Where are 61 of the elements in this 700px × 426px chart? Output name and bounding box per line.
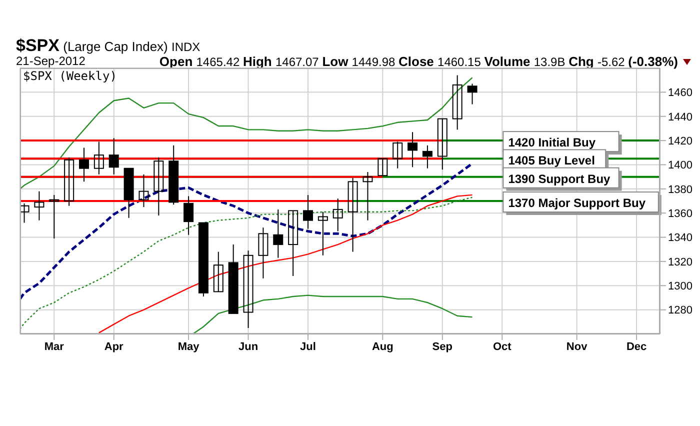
candlestick [34, 190, 44, 221]
candlestick [288, 210, 298, 276]
y-tick-label: 1340 [668, 232, 692, 244]
candlestick [408, 132, 418, 168]
candlestick [318, 211, 328, 256]
annotation: $SPX (Weekly) [23, 69, 117, 83]
line-series [20, 162, 474, 300]
candlestick [273, 208, 284, 258]
ref-line-label: 1420 Initial Buy [508, 136, 596, 150]
candlestick [138, 174, 149, 208]
candlestick [452, 74, 462, 130]
line-series [20, 196, 473, 330]
candlestick [422, 144, 432, 169]
chart-title: $SPX [16, 36, 60, 55]
candlestick [437, 118, 448, 170]
candlestick [94, 141, 104, 175]
y-tick-label: 1460 [668, 87, 692, 100]
candlestick [303, 194, 313, 230]
line-series [98, 194, 473, 334]
x-tick-label: Mar [44, 340, 65, 353]
candlestick [258, 227, 268, 279]
x-tick-label: Oct [492, 340, 512, 353]
y-tick-label: 1360 [668, 208, 692, 220]
candlestick [362, 171, 373, 221]
candlestick [20, 202, 30, 224]
x-tick-label: Jun [238, 340, 258, 353]
y-tick-label: 1320 [668, 256, 692, 268]
ref-line-label: 1390 Support Buy [508, 172, 611, 186]
candlestick [154, 156, 164, 216]
candlestick [49, 194, 60, 239]
text: (Large Cap Index) [62, 39, 169, 54]
x-tick-label: Nov [566, 340, 588, 353]
candlestick [64, 156, 74, 206]
x-tick-label: Dec [626, 340, 647, 353]
candlestick [108, 138, 119, 175]
text: INDX [172, 40, 200, 54]
y-tick-label: 1400 [668, 160, 692, 172]
candlestick [213, 251, 224, 292]
candlestick [332, 198, 343, 232]
text: Open 1465.42 High 1467.07 Low 1449.98 Close 1460.15 Volume 13.9B Chg -5.62 (-0.38%) [159, 54, 678, 69]
chart-subtitle: 21-Sep-2012 [16, 54, 86, 68]
x-tick-label: Sep [432, 340, 453, 353]
candlestick [243, 250, 254, 328]
candlestick [467, 83, 478, 105]
y-tick-label: 1300 [668, 280, 692, 293]
x-tick-label: Aug [372, 340, 394, 353]
y-tick-label: 1280 [668, 304, 692, 317]
candlestick [392, 141, 403, 169]
y-tick-label: 1380 [668, 184, 692, 196]
ref-line-label: 1370 Major Support Buy [508, 196, 646, 210]
line-series [192, 294, 473, 334]
x-tick-label: Apr [104, 340, 124, 353]
y-tick-label: 1440 [668, 111, 692, 124]
candlestick [378, 158, 388, 176]
candlestick [184, 196, 194, 236]
x-tick-label: May [178, 340, 200, 353]
x-tick-label: Jul [300, 340, 316, 353]
ref-line-label: 1405 Buy Level [508, 154, 595, 168]
candlestick [348, 178, 358, 252]
candlestick [79, 147, 89, 182]
y-tick-label: 1420 [668, 135, 692, 148]
